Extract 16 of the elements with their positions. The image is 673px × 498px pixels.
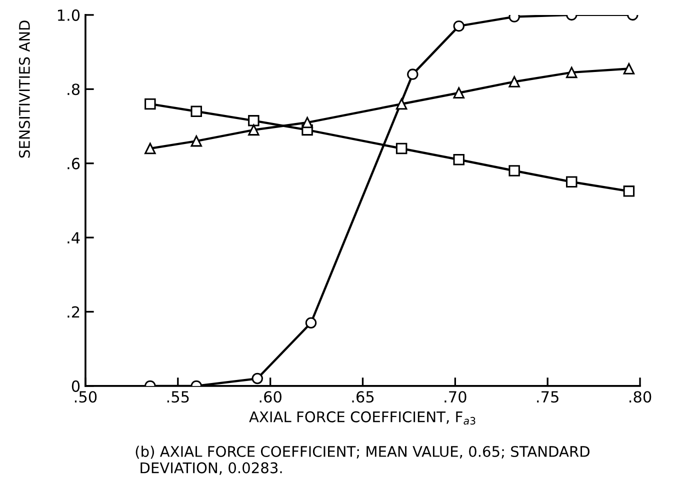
- y-tick-label: 0: [72, 380, 80, 392]
- x-tick-label: .80: [630, 391, 652, 403]
- x-tick-label: .65: [352, 391, 374, 403]
- x-tick-label: .75: [537, 391, 558, 403]
- x-tick-label: .50: [74, 391, 97, 403]
- y-tick-label: .2: [68, 306, 80, 318]
- x-tick-label: .60: [260, 391, 282, 403]
- y-tick-label: .6: [68, 158, 80, 170]
- x-axis-title: AXIAL FORCE COEFFICIENT, F$_{a3}$: [249, 411, 476, 425]
- text: (b) AXIAL FORCE COEFFICIENT; MEAN VALUE, 0.65; STANDARD DEVIATION, 0.0283.: [136, 446, 590, 475]
- y-tick-label: 1.0: [58, 9, 80, 21]
- y-tick-label: .8: [68, 84, 80, 96]
- y-tick-label: .4: [68, 232, 80, 244]
- x-tick-label: .70: [444, 391, 466, 403]
- x-tick-label: .55: [167, 391, 189, 403]
- y-axis-title: SENSITIVITIES AND: [18, 20, 30, 158]
